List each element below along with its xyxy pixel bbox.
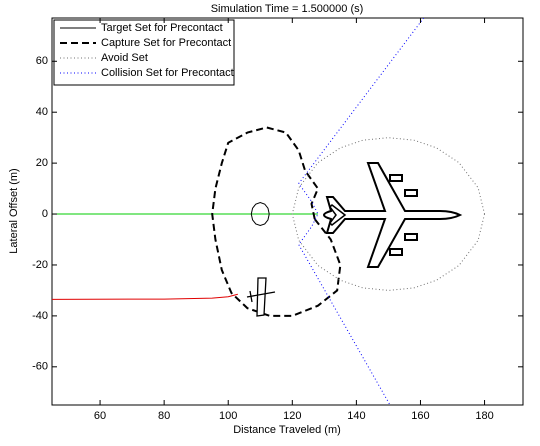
y-axis-label: Lateral Offset (m) xyxy=(8,168,20,253)
series-line xyxy=(298,18,425,405)
y-tick-label: -60 xyxy=(32,361,48,373)
marks xyxy=(52,18,486,405)
x-tick-label: 140 xyxy=(347,410,365,422)
receiver-outline xyxy=(329,204,347,226)
y-tick-label: 60 xyxy=(36,55,48,67)
legend: Target Set for Precontact Capture Set for… xyxy=(53,19,235,86)
legend-box xyxy=(53,19,235,86)
legend-label: Avoid Set xyxy=(101,52,148,64)
x-axis-label: Distance Traveled (m) xyxy=(233,424,341,436)
y-tick-label: -40 xyxy=(32,310,48,322)
engine xyxy=(404,233,418,241)
y-tick-label: 20 xyxy=(36,157,48,169)
chart-title: Simulation Time = 1.500000 (s) xyxy=(211,3,364,15)
uav-aircraft xyxy=(246,277,276,317)
trajectory xyxy=(52,293,238,300)
engine xyxy=(404,189,418,197)
x-tick-label: 100 xyxy=(219,410,237,422)
x-tick-label: 60 xyxy=(94,410,106,422)
tanker-aircraft xyxy=(322,162,463,268)
x-tick-label: 180 xyxy=(475,410,493,422)
engine xyxy=(389,174,403,182)
series-line xyxy=(291,137,486,291)
y-tick-label: -20 xyxy=(32,259,48,271)
series-line xyxy=(250,202,270,227)
aircraft xyxy=(246,162,463,317)
legend-label: Collision Set for Precontact xyxy=(101,67,234,79)
series-line xyxy=(211,126,342,317)
legend-label: Target Set for Precontact xyxy=(101,22,223,34)
legend-label: Capture Set for Precontact xyxy=(101,37,231,49)
x-tick-label: 80 xyxy=(158,410,170,422)
x-tick-label: 120 xyxy=(283,410,301,422)
engine xyxy=(389,248,403,256)
y-tick-label: 0 xyxy=(42,208,48,220)
y-tick-label: 40 xyxy=(36,106,48,118)
x-tick-label: 160 xyxy=(411,410,429,422)
